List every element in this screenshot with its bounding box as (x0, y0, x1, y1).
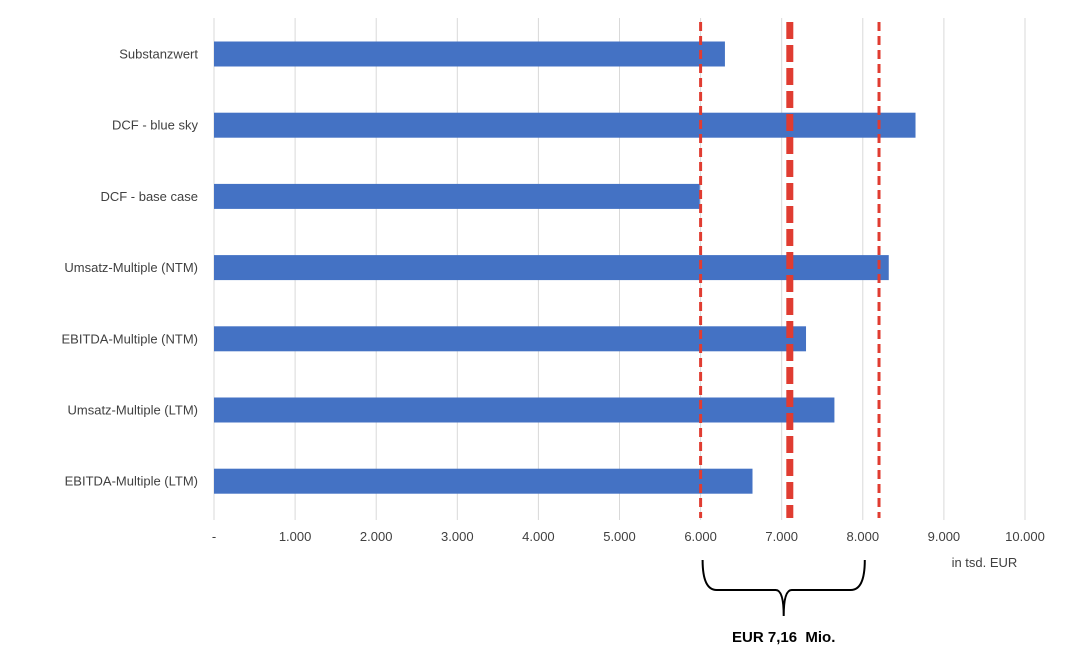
bars (214, 41, 916, 494)
reference-lines (699, 22, 881, 518)
category-label-0: Substanzwert (119, 47, 198, 62)
x-tick-label-8: 8.000 (847, 529, 880, 544)
bar-0 (214, 41, 725, 67)
category-label-3: Umsatz-Multiple (NTM) (64, 260, 198, 275)
x-tick-label-1: 1.000 (279, 529, 312, 544)
bar-5 (214, 397, 835, 423)
category-label-6: EBITDA-Multiple (LTM) (65, 474, 198, 489)
x-tick-label-0: - (212, 529, 216, 544)
category-label-5: Umsatz-Multiple (LTM) (68, 403, 199, 418)
bar-4 (214, 326, 807, 352)
category-label-4: EBITDA-Multiple (NTM) (61, 331, 198, 346)
bar-1 (214, 112, 916, 138)
x-tick-label-4: 4.000 (522, 529, 555, 544)
valuation-result-label: EUR 7,16 Mio. (732, 629, 835, 646)
x-tick-label-5: 5.000 (603, 529, 636, 544)
range-bracket (701, 559, 866, 617)
x-tick-label-6: 6.000 (684, 529, 717, 544)
x-tick-labels: - 1.000 2.000 3.000 4.000 5.000 6.000 7.000 8.00… (212, 529, 1045, 544)
x-tick-label-2: 2.000 (360, 529, 393, 544)
x-tick-label-9: 9.000 (928, 529, 961, 544)
category-label-1: DCF - blue sky (112, 118, 198, 133)
bar-2 (214, 183, 700, 209)
x-axis-unit-label: in tsd. EUR (952, 555, 1018, 570)
x-tick-label-3: 3.000 (441, 529, 474, 544)
category-labels: Substanzwert DCF - blue sky DCF - base cas… (61, 47, 198, 489)
bar-3 (214, 255, 889, 281)
category-label-2: DCF - base case (100, 189, 198, 204)
bar-6 (214, 468, 753, 494)
x-tick-label-10: 10.000 (1005, 529, 1045, 544)
x-tick-label-7: 7.000 (765, 529, 798, 544)
